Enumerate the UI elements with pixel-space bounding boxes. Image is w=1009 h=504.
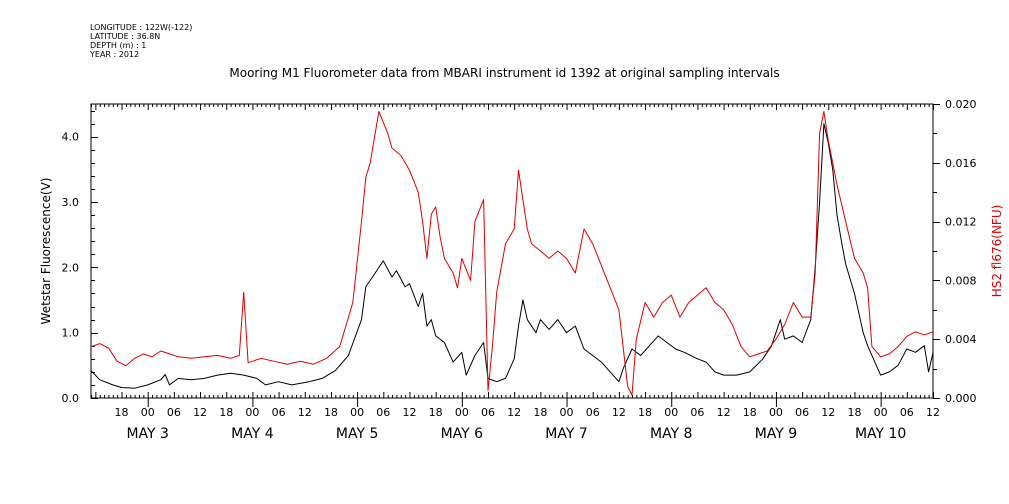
x-tick-label: 18 xyxy=(219,406,233,419)
x-tick-label: 18 xyxy=(429,406,443,419)
y-left-tick-label: 4.0 xyxy=(62,131,80,144)
depth-label: DEPTH (m) : 1 xyxy=(90,41,147,50)
y-right-tick-label: 0.012 xyxy=(945,216,977,229)
x-tick-label: 12 xyxy=(717,406,731,419)
chart-series xyxy=(91,110,933,396)
chart-title: Mooring M1 Fluorometer data from MBARI i… xyxy=(229,66,780,80)
x-tick-label: 18 xyxy=(638,406,652,419)
x-tick-label: 06 xyxy=(690,406,704,419)
wetstar-series-line xyxy=(91,123,933,389)
x-tick-label: 00 xyxy=(664,406,678,419)
y-right-tick-label: 0.004 xyxy=(945,333,977,346)
x-day-label: MAY 9 xyxy=(755,426,797,442)
x-tick-label: 12 xyxy=(193,406,207,419)
y-left-tick-label: 1.0 xyxy=(62,327,80,340)
plot-frame xyxy=(90,103,934,399)
longitude-label: LONGITUDE : 122W(-122) xyxy=(90,23,193,32)
x-tick-label: 12 xyxy=(926,406,940,419)
x-tick-label: 06 xyxy=(586,406,600,419)
x-tick-label: 00 xyxy=(874,406,888,419)
y-left-tick-label: 3.0 xyxy=(62,196,80,209)
x-tick-label: 00 xyxy=(141,406,155,419)
year-label: YEAR : 2012 xyxy=(90,50,140,59)
x-tick-label: 00 xyxy=(350,406,364,419)
x-tick-label: 06 xyxy=(167,406,181,419)
x-tick-label: 06 xyxy=(481,406,495,419)
x-tick-label: 18 xyxy=(847,406,861,419)
hs2-series-line xyxy=(91,110,933,396)
x-day-label: MAY 6 xyxy=(441,426,484,442)
y-left-tick-label: 0.0 xyxy=(62,392,80,405)
x-tick-label: 18 xyxy=(533,406,547,419)
x-tick-label: 18 xyxy=(324,406,338,419)
x-tick-label: 06 xyxy=(272,406,286,419)
y-axis-label-right: HS2 fl676(NFU) xyxy=(990,205,1004,298)
latitude-label: LATITUDE : 36.8N xyxy=(90,32,161,41)
x-day-label: MAY 7 xyxy=(545,426,587,442)
x-tick-label: 06 xyxy=(900,406,914,419)
x-day-label: MAY 8 xyxy=(650,426,692,442)
chart-axes: 18 00 06 12 18 00 06 12 18 00 06 12 18 00 06 12 18 00 06 12… xyxy=(62,98,977,442)
x-tick-label: 06 xyxy=(795,406,809,419)
x-tick-label: 00 xyxy=(560,406,574,419)
x-tick-label: 00 xyxy=(245,406,259,419)
x-tick-label: 06 xyxy=(376,406,390,419)
x-tick-label: 12 xyxy=(402,406,416,419)
x-tick-label: 12 xyxy=(507,406,521,419)
x-tick-label: 00 xyxy=(769,406,783,419)
y-right-tick-label: 0.016 xyxy=(945,157,977,170)
x-day-label: MAY 4 xyxy=(231,426,274,442)
x-day-label: MAY 10 xyxy=(855,426,906,442)
x-tick-label: 18 xyxy=(115,406,129,419)
x-tick-label: 12 xyxy=(821,406,835,419)
x-tick-label: 12 xyxy=(612,406,626,419)
y-left-tick-label: 2.0 xyxy=(62,261,80,274)
y-right-tick-label: 0.020 xyxy=(945,98,977,111)
y-axis-label-left: Wetstar Fluorescence(V) xyxy=(39,178,53,325)
x-day-label: MAY 5 xyxy=(336,426,378,442)
x-tick-label: 18 xyxy=(743,406,757,419)
x-tick-label: 00 xyxy=(455,406,469,419)
y-right-tick-label: 0.008 xyxy=(945,274,977,287)
x-tick-label: 12 xyxy=(298,406,312,419)
x-day-label: MAY 3 xyxy=(126,426,168,442)
y-right-tick-label: 0.000 xyxy=(945,392,977,405)
